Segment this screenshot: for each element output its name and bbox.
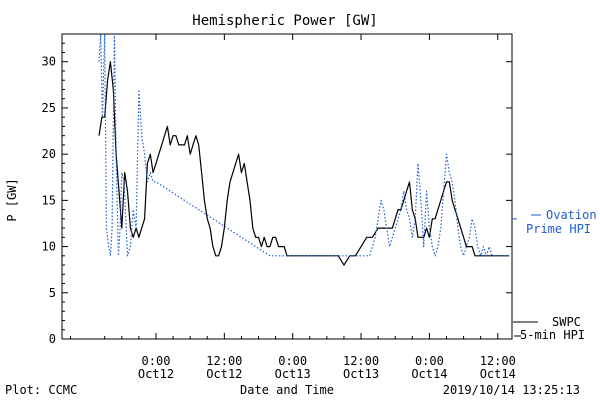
swpc-hpi-series xyxy=(98,61,510,266)
x-tick-label-time: 12:00 xyxy=(480,354,516,368)
footer-plot-credit: Plot: CCMC xyxy=(5,383,77,397)
footer-x-axis-label: Date and Time xyxy=(240,383,334,397)
x-tick-labels: 0:00Oct1212:00Oct120:00Oct1312:00Oct130:… xyxy=(138,354,516,381)
x-tick-label-date: Oct14 xyxy=(411,367,447,381)
y-tick-labels: 0 5 10 15 20 25 30 xyxy=(42,55,56,346)
x-tick-label-date: Oct12 xyxy=(138,367,174,381)
legend-swpc-line2: 5-min HPI xyxy=(520,328,585,342)
y-axis-label: P [GW] xyxy=(5,178,19,221)
chart-title: Hemispheric Power [GW] xyxy=(192,13,377,29)
y-tick-label: 25 xyxy=(42,101,56,115)
axis-ticks xyxy=(62,34,517,340)
series-layer xyxy=(98,33,510,266)
x-tick-label-date: Oct13 xyxy=(275,367,311,381)
legend-ovation-line2: Prime HPI xyxy=(526,222,591,236)
footer-timestamp: 2019/10/14 13:25:13 xyxy=(443,383,580,397)
legend: Ovation Prime HPI SWPC 5-min HPI xyxy=(513,208,597,342)
y-tick-label: 0 xyxy=(49,332,56,346)
x-tick-label-time: 0:00 xyxy=(278,354,307,368)
y-tick-label: 5 xyxy=(49,286,56,300)
y-tick-label: 10 xyxy=(42,240,56,254)
plot-border xyxy=(61,33,513,340)
y-tick-label: 30 xyxy=(42,55,56,69)
x-tick-label-time: 12:00 xyxy=(206,354,242,368)
x-tick-label-time: 0:00 xyxy=(142,354,171,368)
x-tick-label-date: Oct12 xyxy=(206,367,242,381)
legend-swpc-line1: SWPC xyxy=(552,315,581,329)
x-tick-label-date: Oct14 xyxy=(480,367,516,381)
y-tick-label: 15 xyxy=(42,193,56,207)
y-tick-label: 20 xyxy=(42,147,56,161)
ovation-prime-series xyxy=(98,33,510,257)
x-tick-label-time: 0:00 xyxy=(415,354,444,368)
x-tick-label-time: 12:00 xyxy=(343,354,379,368)
plot-area xyxy=(61,33,513,340)
x-tick-label-date: Oct13 xyxy=(343,367,379,381)
legend-ovation-line1: Ovation xyxy=(546,208,597,222)
